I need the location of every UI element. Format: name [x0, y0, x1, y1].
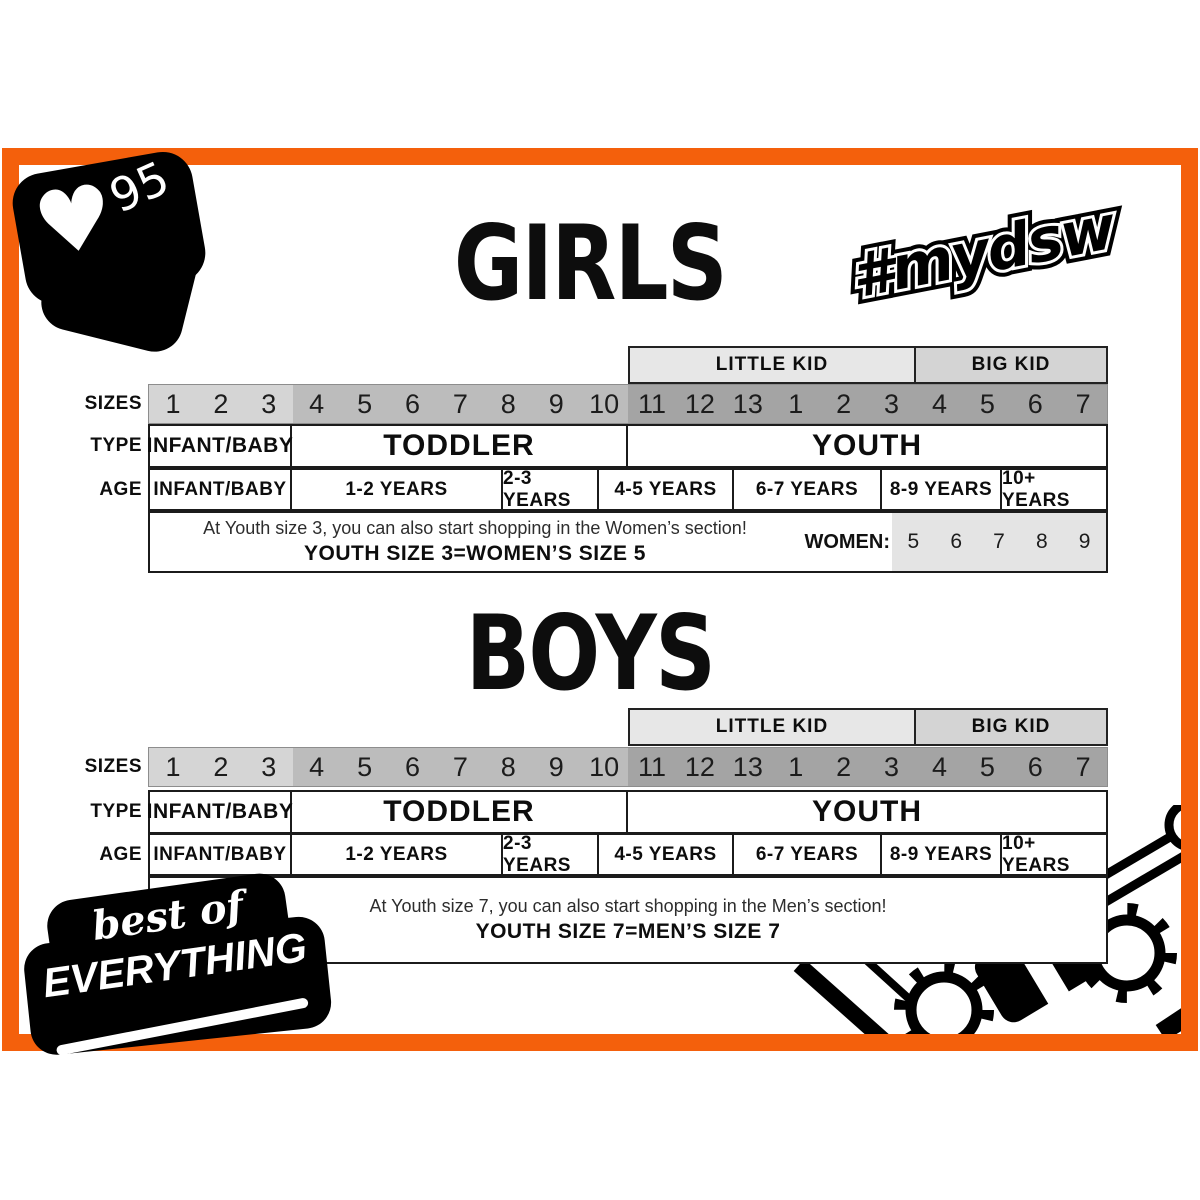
size-cell: 1	[771, 748, 820, 786]
girls-type-row: INFANT/BABY TODDLER YOUTH	[147, 424, 1108, 468]
age-cell: INFANT/BABY	[150, 835, 292, 874]
girls-sizes-row: 1 2 3 4 5 6 7 8 9 10 11 12 13 1 2 3 4 5 …	[148, 384, 1108, 424]
girls-note-line2: YOUTH SIZE 3=WOMEN’S SIZE 5	[304, 542, 646, 565]
age-cell: 10+ YEARS	[1002, 467, 1070, 511]
girls-age-row: INFANT/BABY 1-2 YEARS 2-3 YEARS 4-5 YEAR…	[148, 468, 1108, 511]
size-cell: 8	[484, 748, 533, 786]
size-cell: 3	[244, 748, 293, 786]
age-cell: 10+ YEARS	[1002, 832, 1070, 876]
girls-big-kid-header: BIG KID	[916, 346, 1108, 384]
size-cell: 11	[628, 748, 676, 786]
girls-type-label: TYPE	[90, 435, 142, 456]
age-cell: 2-3 YEARS	[503, 833, 599, 876]
girls-note-line1: At Youth size 3, you can also start shop…	[203, 518, 747, 538]
boys-sizes-row: 1 2 3 4 5 6 7 8 9 10 11 12 13 1 2 3 4 5 …	[148, 747, 1108, 787]
girls-age-label: AGE	[99, 479, 142, 500]
size-cell: 5	[963, 385, 1012, 423]
size-cell: 6	[1011, 748, 1060, 786]
size-cell: 7	[436, 385, 485, 423]
boys-big-kid-header: BIG KID	[916, 708, 1108, 746]
age-cell: 8-9 YEARS	[882, 835, 1002, 874]
size-cell: 12	[675, 385, 724, 423]
boys-title: BOYS	[465, 594, 716, 714]
size-cell: 2	[819, 385, 868, 423]
women-label: WOMEN:	[804, 530, 890, 553]
type-cell-toddler: TODDLER	[292, 792, 628, 832]
size-cell: 3	[867, 748, 916, 786]
type-cell-infant: INFANT/BABY	[147, 426, 293, 466]
size-cell: 1	[149, 385, 197, 423]
size-cell: 8	[484, 385, 533, 423]
girls-little-kid-header: LITTLE KID	[628, 346, 916, 384]
size-cell: 3	[244, 385, 293, 423]
size-cell: 10	[580, 748, 629, 786]
boys-age-row: INFANT/BABY 1-2 YEARS 2-3 YEARS 4-5 YEAR…	[148, 833, 1108, 876]
girls-note-box: At Youth size 3, you can also start shop…	[148, 511, 1108, 573]
boys-little-kid-header: LITTLE KID	[628, 708, 916, 746]
size-cell: 5	[963, 748, 1012, 786]
girls-sizes-label: SIZES	[84, 393, 142, 414]
size-cell: 5	[340, 748, 389, 786]
size-cell: 13	[723, 748, 772, 786]
size-cell: 4	[292, 385, 341, 423]
size-cell: 3	[867, 385, 916, 423]
size-cell: 7	[436, 748, 485, 786]
girls-note-text: At Youth size 3, you can also start shop…	[160, 513, 790, 571]
size-cell: 6	[1011, 385, 1060, 423]
size-cell: 1	[771, 385, 820, 423]
size-cell: 7	[1059, 385, 1108, 423]
women-size-cell: 8	[1035, 530, 1048, 553]
age-cell: INFANT/BABY	[150, 470, 292, 509]
girls-title: GIRLS	[453, 204, 728, 324]
women-size-cell: 6	[950, 530, 963, 553]
type-cell-infant: INFANT/BABY	[147, 792, 293, 832]
size-cell: 7	[1059, 748, 1108, 786]
age-cell: 8-9 YEARS	[882, 470, 1002, 509]
size-cell: 6	[388, 385, 437, 423]
age-cell: 4-5 YEARS	[599, 470, 734, 509]
boys-note-line2: YOUTH SIZE 7=MEN’S SIZE 7	[475, 920, 781, 943]
size-cell: 2	[196, 748, 245, 786]
women-size-cell: 7	[993, 530, 1005, 553]
size-cell: 9	[532, 748, 581, 786]
size-cell: 4	[292, 748, 341, 786]
women-size-cell: 5	[907, 530, 920, 553]
mydsw-text-layer: #mydsw	[845, 192, 1120, 313]
type-cell-toddler: TODDLER	[292, 426, 628, 466]
size-cell: 4	[915, 385, 964, 423]
size-cell: 6	[388, 748, 437, 786]
women-size-cell: 9	[1078, 530, 1091, 553]
size-cell: 2	[196, 385, 245, 423]
boys-note-line1: At Youth size 7, you can also start shop…	[369, 896, 887, 916]
size-cell: 10	[580, 385, 629, 423]
boys-age-label: AGE	[99, 844, 142, 865]
women-sizes-band: 5 6 7 8 9	[892, 513, 1106, 571]
boys-kid-header: LITTLE KID BIG KID	[628, 708, 1108, 746]
type-cell-youth: YOUTH	[812, 429, 922, 462]
girls-kid-header: LITTLE KID BIG KID	[628, 346, 1108, 384]
boys-type-label: TYPE	[90, 801, 142, 822]
size-cell: 1	[149, 748, 197, 786]
age-cell: 1-2 YEARS	[292, 470, 503, 509]
size-cell: 5	[340, 385, 389, 423]
size-cell: 13	[723, 385, 772, 423]
size-cell: 9	[532, 385, 581, 423]
boys-note-text: At Youth size 7, you can also start shop…	[150, 878, 1106, 962]
size-cell: 2	[819, 748, 868, 786]
age-cell: 1-2 YEARS	[292, 835, 503, 874]
boys-sizes-label: SIZES	[84, 756, 142, 777]
mydsw-hashtag-logo: #mydsw #mydsw #mydsw	[839, 174, 1127, 351]
size-cell: 4	[915, 748, 964, 786]
size-cell: 12	[675, 748, 724, 786]
type-cell-youth: YOUTH	[812, 795, 922, 828]
like-badge: ♥ 95	[7, 147, 222, 358]
age-cell: 6-7 YEARS	[734, 835, 882, 874]
age-cell: 4-5 YEARS	[599, 835, 734, 874]
size-cell: 11	[628, 385, 676, 423]
boys-type-row: INFANT/BABY TODDLER YOUTH	[147, 790, 1108, 834]
age-cell: 6-7 YEARS	[734, 470, 882, 509]
age-cell: 2-3 YEARS	[503, 468, 599, 511]
